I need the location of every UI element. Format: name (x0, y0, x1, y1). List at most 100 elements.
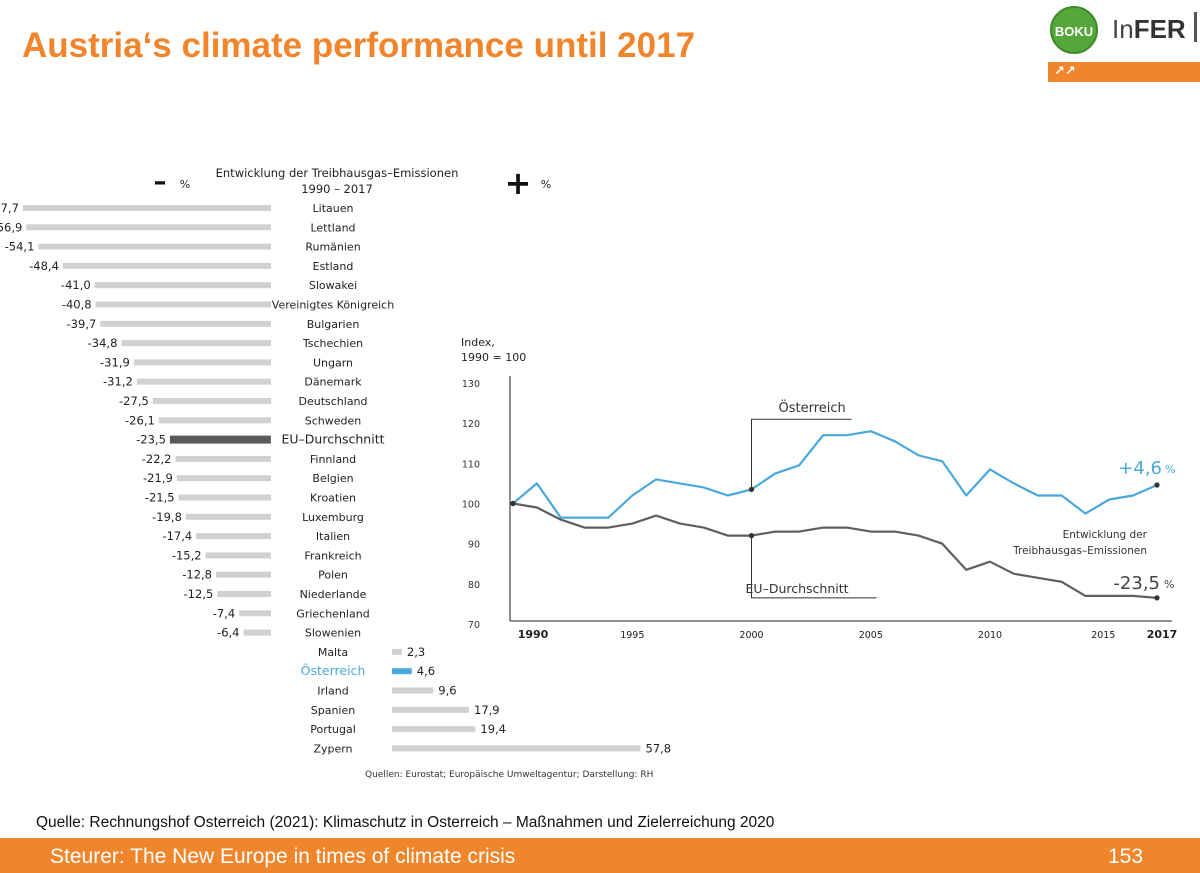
logo-mark-icon: ↗↗ (1054, 64, 1076, 79)
y-tick-label: 80 (468, 580, 480, 591)
bar (100, 320, 271, 327)
bar-value-label: -31,2 (103, 375, 133, 389)
bar-value-label: 4,6 (417, 664, 435, 678)
infer-logo-part-a: In (1112, 14, 1134, 44)
bar (392, 687, 434, 694)
bar-value-label: 2,3 (407, 645, 425, 659)
eu-series-label: EU–Durchschnitt (746, 581, 849, 596)
bar-category-label: Slowenien (305, 627, 361, 640)
bar-chart-source: Quellen: Eurostat; Europäische Umweltage… (365, 770, 653, 780)
data-point-marker (1154, 595, 1160, 601)
slide-title: Austria‘s climate performance until 2017 (22, 26, 696, 65)
logo-divider (1194, 12, 1197, 42)
line-chart-annotations: Österreich EU–Durchschnitt +4,6 % Entwicklun… (746, 399, 1175, 599)
bar (38, 243, 272, 250)
bars-layer: Litauen -57,7 Lettland -56,9 Rumänien -54,1 Es… (0, 201, 671, 755)
minus-unit: % (180, 178, 190, 191)
bar (136, 378, 271, 385)
data-point-marker (510, 500, 516, 507)
bar-value-label: -31,9 (100, 355, 130, 369)
bar (239, 610, 271, 617)
bar-value-label: 17,9 (474, 703, 500, 717)
bar-category-label: Portugal (310, 723, 356, 736)
chart-figure: Entwicklung der Treibhausgas–Emissionen … (0, 164, 1177, 780)
bar-value-label: -48,4 (29, 259, 59, 273)
bar-category-label: Slowakei (309, 279, 357, 292)
y-tick-label: 90 (468, 540, 480, 551)
bar-category-label: Finnland (310, 453, 356, 466)
x-tick-label: 2015 (1091, 630, 1115, 641)
austria-end-value: +4,6 (1118, 458, 1162, 479)
bar-category-label: Vereinigtes Königreich (272, 299, 394, 312)
bar (152, 398, 272, 404)
x-tick-label: 2017 (1147, 628, 1178, 641)
austria-end-unit: % (1165, 463, 1175, 476)
x-tick-label: 2000 (739, 630, 763, 641)
bar-category-label: Estland (313, 260, 354, 273)
bar-value-label: -15,2 (172, 548, 202, 562)
austria-callout-line (751, 418, 852, 490)
bar-chart-title: Entwicklung der Treibhausgas–Emissionen (216, 166, 459, 180)
austria-series-label: Österreich (779, 399, 846, 416)
bar (178, 494, 272, 501)
data-point-marker (1154, 482, 1160, 488)
bar-chart: Entwicklung der Treibhausgas–Emissionen … (0, 164, 671, 780)
bar (95, 301, 271, 308)
bar (392, 668, 412, 675)
y-tick-label: 70 (468, 620, 480, 631)
bar-value-label: -40,8 (62, 298, 92, 312)
bar-category-label: Kroatien (310, 492, 356, 505)
x-tick-label: 2005 (859, 630, 883, 641)
bar (196, 533, 271, 540)
line-chart: Index, 1990 = 100 70 80 90 100 110 120 130 1990… (461, 336, 1177, 641)
bar-category-label: Niederlande (300, 588, 367, 601)
bar-category-label: Malta (318, 646, 348, 659)
bar (185, 513, 271, 520)
bar-value-label: -17,4 (162, 529, 192, 543)
bar-value-label: -6,4 (217, 626, 239, 640)
infer-logo-part-b: FER (1133, 14, 1186, 44)
y-tick-label: 130 (462, 379, 480, 390)
bar-value-label: -12,5 (184, 587, 214, 601)
slide-source: Quelle: Rechnungshof Osterreich (2021): … (36, 814, 775, 831)
bar (26, 224, 271, 231)
bar (217, 591, 272, 597)
bar-value-label: -41,0 (61, 278, 91, 292)
bar-value-label: -7,4 (213, 606, 235, 620)
bar (216, 571, 271, 578)
page-number: 153 (1108, 845, 1144, 868)
bar (94, 282, 271, 289)
x-tick-label: 1990 (518, 628, 549, 641)
bar (169, 435, 271, 444)
bar-category-label: EU–Durchschnitt (281, 432, 384, 447)
minus-sign: – (154, 167, 167, 197)
bar-value-label: -23,5 (136, 433, 166, 447)
bar-category-label: Österreich (301, 662, 366, 678)
bar (205, 552, 271, 559)
bar-value-label: 19,4 (480, 722, 506, 736)
data-point-marker (748, 533, 755, 539)
bar (121, 340, 272, 347)
bar-value-label: -57,7 (0, 201, 19, 215)
plus-sign: + (505, 164, 532, 202)
bar-category-label: Dänemark (304, 376, 362, 389)
eu-end-unit: % (1164, 578, 1174, 591)
bar (176, 475, 271, 482)
bar-value-label: -12,8 (182, 568, 212, 582)
series-line-eu (512, 502, 1158, 599)
bar-category-label: Luxemburg (302, 511, 364, 524)
bar-category-label: Griechenland (296, 607, 369, 620)
bar-category-label: Belgien (312, 472, 353, 485)
bar-chart-subtitle: 1990 – 2017 (301, 182, 373, 196)
eu-callout-line (751, 535, 877, 599)
emissions-note-line-1: Entwicklung der (1063, 529, 1148, 541)
bar-value-label: -26,1 (125, 413, 155, 427)
bar-value-label: 9,6 (438, 684, 456, 698)
bar-category-label: Tschechien (302, 337, 363, 350)
bar (133, 359, 271, 366)
infer-logo: InFER (1112, 14, 1186, 45)
institution-logo: BOKU InFER ↗↗ (1048, 0, 1200, 84)
bar-category-label: Frankreich (304, 549, 361, 562)
bar (62, 262, 272, 269)
bar-category-label: Irland (317, 685, 349, 698)
